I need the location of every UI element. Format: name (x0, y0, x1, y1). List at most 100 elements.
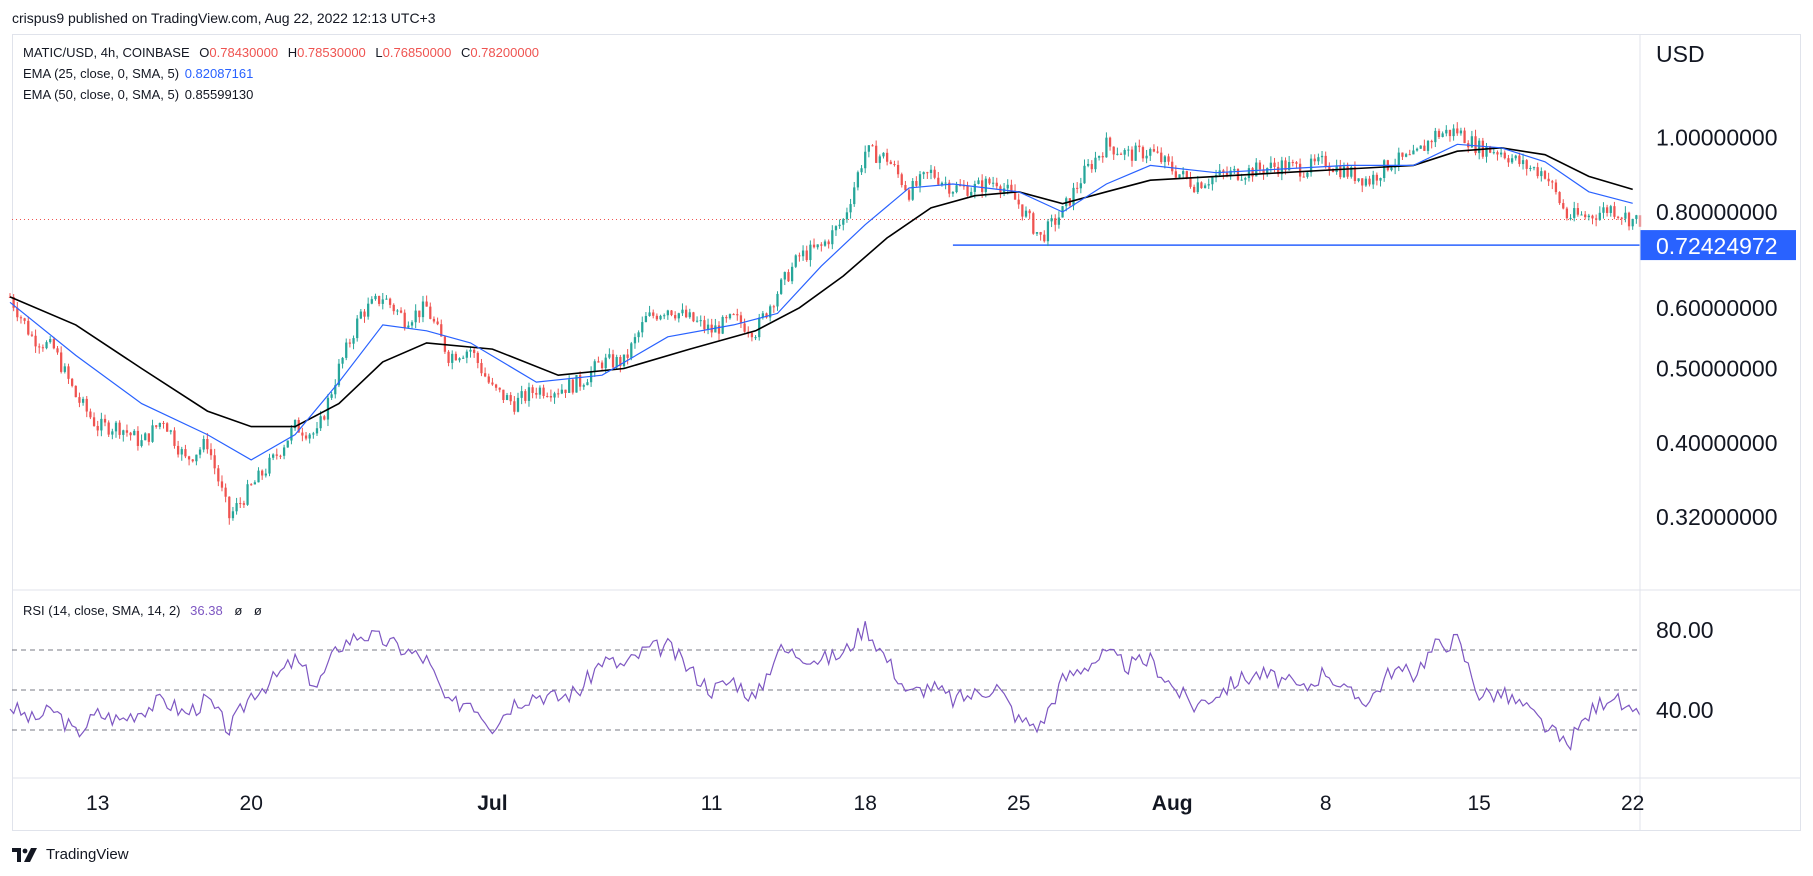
candle-body (12, 297, 15, 308)
candle-body (684, 309, 688, 318)
candle-body (670, 310, 673, 316)
candle-body (622, 354, 626, 367)
candle-body (1569, 217, 1572, 219)
rsi-extra-2: ø (253, 603, 262, 618)
candle-body (432, 318, 436, 322)
time-axis-tick: 11 (701, 792, 723, 815)
candle-body (630, 343, 633, 358)
candle-body (158, 422, 161, 427)
attribution-text: crispus9 published on TradingView.com, A… (12, 10, 436, 26)
candle-body (162, 422, 165, 424)
candle-body (1342, 166, 1346, 178)
chart-frame (12, 34, 1801, 831)
candle-body (1357, 178, 1360, 182)
candle-body (1145, 155, 1148, 159)
candle-body (1076, 187, 1079, 189)
candle-body (918, 174, 922, 186)
candle-body (820, 244, 823, 246)
price-axis-tick: 1.00000000 (1656, 125, 1778, 151)
time-axis-tick: 15 (1468, 792, 1491, 815)
time-axis-tick: 25 (1007, 792, 1030, 815)
candle-body (239, 503, 242, 505)
candle-body (19, 317, 23, 319)
candle-body (1609, 206, 1612, 213)
candle-body (1266, 168, 1269, 174)
candle-body (1328, 167, 1331, 171)
candle-body (1602, 207, 1605, 213)
candle-body (458, 358, 461, 361)
candle-body (1448, 129, 1452, 137)
candle-body (348, 342, 352, 344)
candle-body (1598, 212, 1601, 220)
candle-body (1415, 148, 1419, 151)
candle-body (392, 304, 395, 312)
price-axis-tick: 0.40000000 (1656, 430, 1778, 456)
candle-body (242, 503, 246, 505)
candle-body (429, 306, 432, 319)
tradingview-logo[interactable]: TradingView (12, 846, 129, 863)
candle-body (45, 342, 48, 349)
candle-body (250, 484, 253, 486)
candle-body (16, 307, 19, 318)
candle-body (889, 161, 892, 165)
candle-body (235, 503, 238, 512)
candle-body (761, 313, 765, 318)
candle-body (30, 334, 34, 336)
candle-body (96, 425, 99, 431)
candle-body (827, 241, 830, 245)
candle-body (107, 422, 110, 435)
time-axis-tick: Jul (477, 792, 507, 815)
candle-body (78, 397, 81, 403)
candle-body (871, 145, 874, 147)
candle-body (926, 172, 929, 174)
candle-body (940, 182, 944, 185)
candle-body (787, 272, 790, 282)
candle-body (717, 325, 721, 334)
time-axis-tick: 22 (1621, 792, 1644, 815)
candle-body (1320, 155, 1324, 158)
candle-body (593, 361, 596, 371)
candle-body (334, 385, 337, 395)
candle-body (1412, 150, 1415, 155)
candle-body (473, 349, 476, 353)
candle-body (1532, 167, 1536, 169)
candle-body (374, 295, 377, 300)
candle-body (1101, 156, 1104, 158)
candle-body (129, 432, 132, 436)
candle-body (655, 315, 659, 320)
candle-body (1536, 167, 1539, 177)
candle-body (286, 440, 289, 448)
candle-body (973, 183, 976, 192)
candle-body (527, 387, 531, 401)
candle-body (780, 279, 783, 294)
candle-body (1116, 153, 1119, 155)
candle-body (944, 182, 947, 184)
ema25-legend: EMA (25, close, 0, SMA, 5) 0.82087161 (23, 66, 253, 81)
candle-body (1558, 192, 1561, 204)
price-axis-tick: 0.32000000 (1656, 504, 1778, 530)
candle-body (955, 185, 958, 193)
candle-body (765, 313, 768, 318)
candle-body (1203, 185, 1207, 189)
candle-body (845, 212, 849, 220)
candle-body (1335, 165, 1338, 172)
candle-body (568, 379, 571, 393)
candle-body (896, 164, 900, 175)
candle-body (549, 396, 553, 398)
candle-body (49, 339, 52, 343)
candle-body (1591, 215, 1594, 219)
candle-body (736, 314, 739, 316)
candle-body (147, 433, 151, 442)
candle-body (1028, 210, 1031, 214)
candle-body (1251, 168, 1254, 177)
candle-body (140, 440, 143, 446)
candle-body (564, 389, 567, 393)
candle-body (1401, 152, 1404, 157)
candle-body (111, 431, 114, 435)
candle-body (1499, 152, 1503, 155)
candle-body (1459, 130, 1463, 134)
ema50-value: 0.85599130 (184, 87, 254, 102)
candle-body (1043, 234, 1046, 242)
candle-body (1540, 171, 1543, 177)
